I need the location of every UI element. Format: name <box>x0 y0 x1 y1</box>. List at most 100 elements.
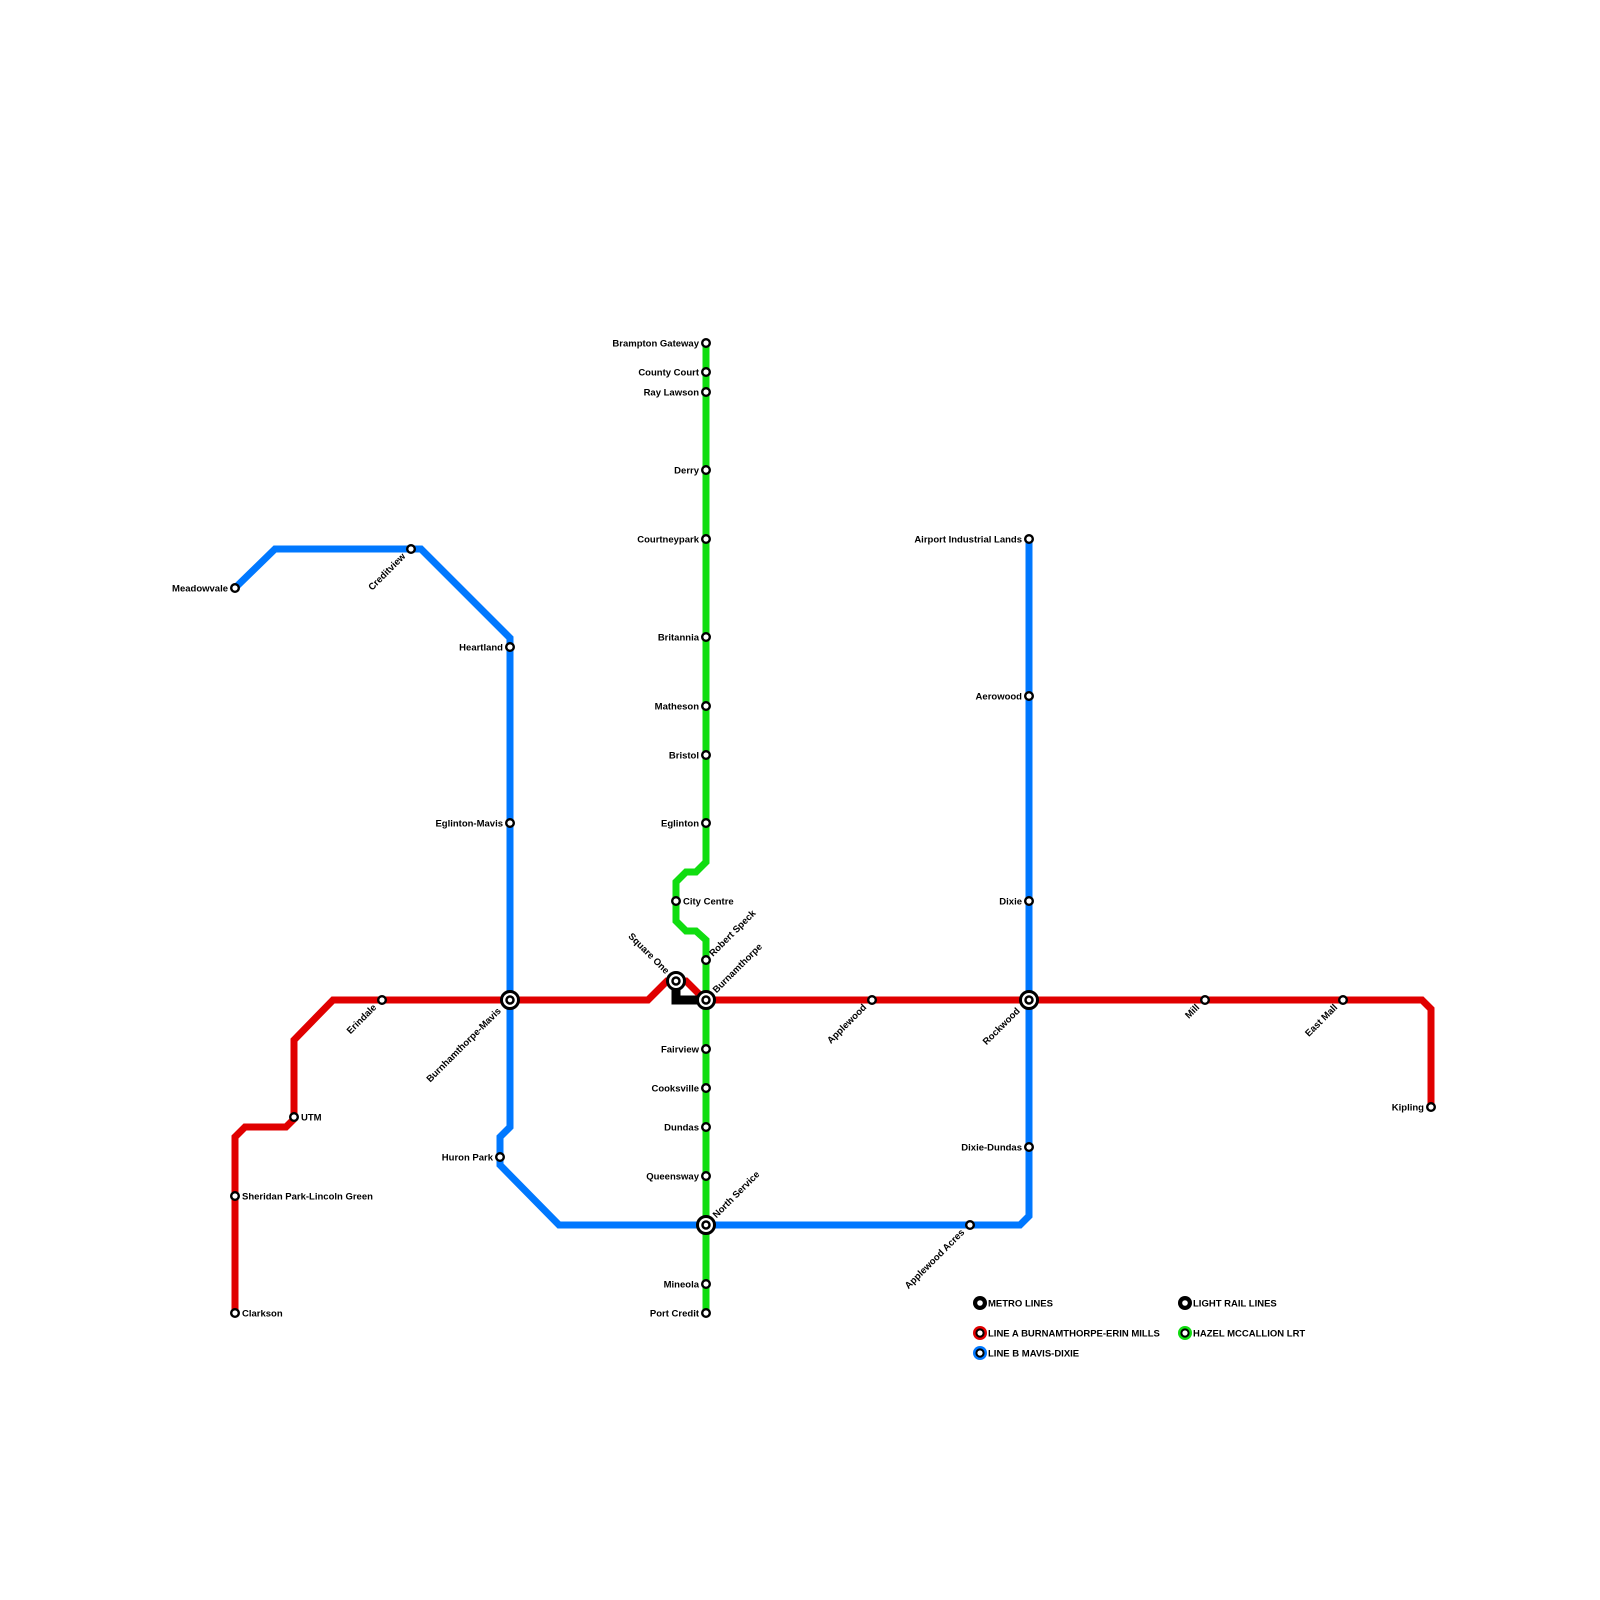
station-label: Clarkson <box>242 1309 283 1320</box>
station-label: County Court <box>638 368 700 379</box>
station-icon <box>229 583 240 594</box>
station-port-credit[interactable]: Port Credit <box>650 1307 712 1320</box>
legend-light-rail: LIGHT RAIL LINES <box>1178 1296 1277 1310</box>
station-fairview[interactable]: Fairview <box>661 1043 712 1056</box>
line-a-icon-center <box>975 1328 985 1338</box>
station-label: Rockwood <box>981 1006 1023 1048</box>
station-label: Airport Industrial Lands <box>914 535 1022 546</box>
station-applewood-acres[interactable]: Applewood Acres <box>903 1219 976 1292</box>
station-icon <box>701 818 712 829</box>
station-label: Port Credit <box>650 1309 700 1320</box>
station-icon <box>1023 691 1034 702</box>
routes <box>231 343 1435 1313</box>
station-aerowood[interactable]: Aerowood <box>976 691 1034 703</box>
station-eglinton[interactable]: Eglinton <box>661 818 712 830</box>
station-clarkson[interactable]: Clarkson <box>229 1307 283 1320</box>
station-icon <box>406 544 417 555</box>
station-label: Huron Park <box>442 1153 494 1164</box>
station-icon <box>701 701 712 712</box>
station-label: Brampton Gateway <box>612 339 699 350</box>
station-bristol[interactable]: Bristol <box>669 750 712 762</box>
legend-hazel: HAZEL MCCALLION LRT <box>1178 1326 1305 1340</box>
station-label: Burnhamthorpe-Mavis <box>425 1006 504 1085</box>
station-label: Ray Lawson <box>644 388 700 399</box>
station-icon <box>701 632 712 643</box>
station-derry[interactable]: Derry <box>674 465 712 477</box>
interchange-icon-center <box>505 995 515 1005</box>
station-label: City Centre <box>683 897 734 908</box>
station-label: Erindale <box>345 1002 379 1036</box>
station-label: East Mall <box>1303 1002 1340 1039</box>
station-icon <box>701 1278 712 1289</box>
station-label: Matheson <box>655 702 700 713</box>
station-icon <box>671 896 682 907</box>
station-huron-park[interactable]: Huron Park <box>442 1151 506 1164</box>
legend: METRO LINES LIGHT RAIL LINES LINE A BURN… <box>973 1296 1305 1360</box>
station-dundas[interactable]: Dundas <box>664 1121 712 1134</box>
station-heartland[interactable]: Heartland <box>459 642 516 654</box>
station-label: Aerowood <box>976 692 1023 703</box>
station-label: Dixie-Dundas <box>961 1143 1022 1154</box>
station-icon <box>1199 995 1210 1006</box>
station-icon <box>1023 1141 1034 1152</box>
station-dixie[interactable]: Dixie <box>999 896 1034 908</box>
station-icon <box>505 642 516 653</box>
interchange-icon-center <box>671 976 681 986</box>
station-label: Dixie <box>999 897 1022 908</box>
legend-line-b-label: LINE B MAVIS-DIXIE <box>988 1349 1079 1360</box>
station-icon <box>701 1307 712 1318</box>
station-kipling[interactable]: Kipling <box>1392 1101 1436 1114</box>
legend-line-a-label: LINE A BURNAMTHORPE-ERIN MILLS <box>988 1329 1160 1340</box>
station-icon <box>701 1170 712 1181</box>
station-eglinton-mavis[interactable]: Eglinton-Mavis <box>435 818 516 830</box>
station-label: Sheridan Park-Lincoln Green <box>242 1192 373 1203</box>
station-cooksville[interactable]: Cooksville <box>651 1082 712 1095</box>
station-label: Derry <box>674 466 700 477</box>
station-brampton-gateway[interactable]: Brampton Gateway <box>612 338 712 350</box>
light-rail-icon-center <box>1182 1300 1188 1306</box>
station-airport-industrial-lands[interactable]: Airport Industrial Lands <box>914 534 1034 546</box>
station-icon <box>701 750 712 761</box>
station-label: Dundas <box>664 1123 699 1134</box>
station-label: UTM <box>301 1113 322 1124</box>
station-square-one[interactable]: Square One <box>626 931 686 991</box>
station-county-court[interactable]: County Court <box>638 367 712 379</box>
station-mineola[interactable]: Mineola <box>664 1278 712 1291</box>
hazel-icon-center <box>1180 1328 1190 1338</box>
station-dixie-dundas[interactable]: Dixie-Dundas <box>961 1141 1034 1154</box>
station-icon <box>377 995 388 1006</box>
interchange-icon-center <box>701 1220 711 1230</box>
legend-line-a: LINE A BURNAMTHORPE-ERIN MILLS <box>973 1326 1160 1340</box>
legend-light-rail-label: LIGHT RAIL LINES <box>1193 1299 1277 1310</box>
station-courtneypark[interactable]: Courtneypark <box>637 534 712 546</box>
legend-line-b: LINE B MAVIS-DIXIE <box>973 1346 1079 1360</box>
station-icon <box>701 534 712 545</box>
legend-hazel-label: HAZEL MCCALLION LRT <box>1193 1329 1305 1340</box>
station-city-centre[interactable]: City Centre <box>671 896 734 908</box>
station-label: Courtneypark <box>637 535 699 546</box>
station-icon <box>701 387 712 398</box>
station-ray-lawson[interactable]: Ray Lawson <box>644 387 712 399</box>
station-label: Queensway <box>646 1172 700 1183</box>
station-icon <box>701 367 712 378</box>
station-utm[interactable]: UTM <box>289 1111 322 1124</box>
station-label: Mineola <box>664 1280 700 1291</box>
station-queensway[interactable]: Queensway <box>646 1170 712 1183</box>
station-icon <box>1425 1101 1436 1112</box>
station-icon <box>1023 896 1034 907</box>
metro-icon-center <box>977 1300 983 1306</box>
station-matheson[interactable]: Matheson <box>655 701 712 713</box>
legend-metro-label: METRO LINES <box>988 1299 1053 1310</box>
station-meadowvale[interactable]: Meadowvale <box>172 583 240 595</box>
station-icon <box>867 995 878 1006</box>
station-label: Britannia <box>658 633 700 644</box>
station-label: Creditview <box>366 551 408 593</box>
station-burnhamthorpe-mavis[interactable]: Burnhamthorpe-Mavis <box>425 990 520 1085</box>
station-sheridan-park-lincoln-green[interactable]: Sheridan Park-Lincoln Green <box>229 1190 373 1203</box>
station-label: Applewood Acres <box>903 1227 967 1291</box>
station-applewood[interactable]: Applewood <box>825 995 878 1046</box>
interchange-icon-center <box>1024 995 1034 1005</box>
station-britannia[interactable]: Britannia <box>658 632 712 644</box>
station-label: Fairview <box>661 1045 700 1056</box>
